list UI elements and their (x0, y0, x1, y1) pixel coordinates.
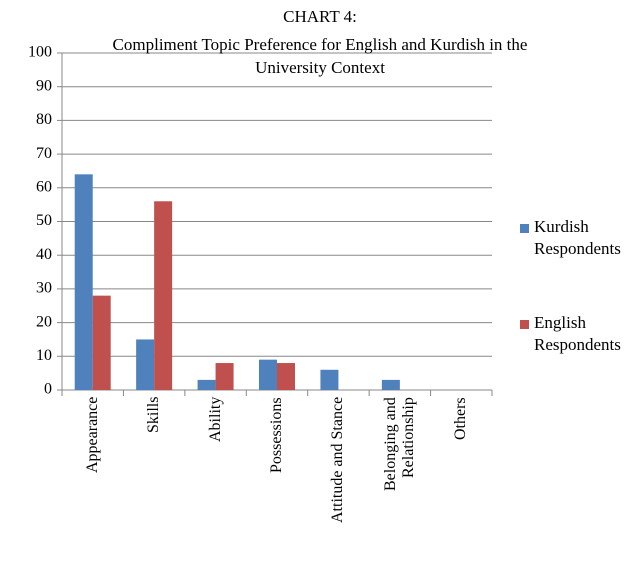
y-tick-label: 90 (36, 77, 52, 94)
x-tick-label: Others (452, 397, 470, 440)
x-tick-label: Ability (206, 397, 224, 443)
bar (320, 369, 339, 390)
y-tick-label: 60 (36, 178, 52, 195)
x-tick-label: Appearance (83, 397, 101, 474)
bar (136, 339, 155, 390)
y-tick-label: 20 (36, 313, 52, 330)
y-tick-label: 10 (36, 347, 52, 364)
y-tick-label: 50 (36, 212, 52, 229)
y-tick-label: 100 (28, 44, 52, 61)
x-tick-label: Attitude and Stance (329, 397, 347, 524)
legend-label: Kurdish Respondents (534, 217, 621, 258)
legend-label: English Respondents (534, 313, 621, 354)
x-tick-label: Belonging and Relationship (381, 397, 417, 491)
bar (92, 295, 111, 390)
x-tick-label: Possessions (268, 397, 285, 473)
x-tick-label: Skills (145, 397, 163, 434)
y-tick-label: 0 (44, 381, 52, 398)
y-tick-label: 40 (36, 246, 52, 263)
bar (381, 379, 400, 390)
bar (154, 201, 173, 390)
y-tick-label: 70 (36, 145, 52, 162)
chart-subtitle: Compliment Topic Preference for English … (112, 35, 528, 77)
chart-title: CHART 4: (283, 7, 357, 26)
bar (215, 363, 234, 390)
y-tick-label: 80 (36, 111, 52, 128)
bar (74, 174, 93, 390)
legend-swatch (520, 320, 529, 329)
legend-swatch (520, 224, 529, 233)
bar (277, 363, 295, 390)
bar (197, 379, 216, 390)
bar (259, 359, 277, 390)
y-tick-label: 30 (36, 280, 52, 297)
